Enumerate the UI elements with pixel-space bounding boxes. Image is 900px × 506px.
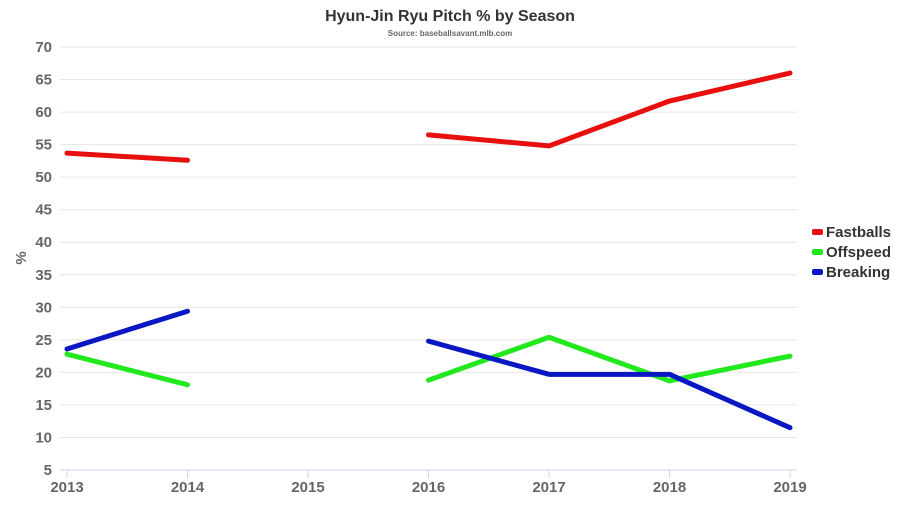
- legend-item-fastballs[interactable]: Fastballs: [826, 224, 891, 241]
- legend-item-breaking[interactable]: Breaking: [826, 264, 890, 281]
- y-tick-label: 40: [35, 234, 52, 251]
- y-tick-label: 30: [35, 299, 52, 316]
- y-tick-label: 50: [35, 169, 52, 186]
- y-tick-label: 65: [35, 72, 52, 89]
- chart-title: Hyun-Jin Ryu Pitch % by Season: [325, 8, 575, 25]
- y-tick-label: 25: [35, 332, 52, 349]
- x-tick-label: 2015: [291, 479, 324, 496]
- series-line-fastballs: [64, 70, 793, 163]
- chart-subtitle: Source: baseballsavant.mlb.com: [388, 29, 513, 38]
- x-tick-label: 2016: [412, 479, 445, 496]
- series-line-breaking: [64, 308, 793, 431]
- y-tick-label: 70: [35, 39, 52, 56]
- legend-swatch: [812, 269, 823, 275]
- y-tick-label: 35: [35, 267, 52, 284]
- y-tick-label: 15: [35, 397, 52, 414]
- x-tick-label: 2019: [773, 479, 806, 496]
- x-tick-label: 2017: [532, 479, 565, 496]
- y-tick-label: 60: [35, 104, 52, 121]
- x-tick-label: 2014: [171, 479, 205, 496]
- y-tick-label: 45: [35, 202, 52, 219]
- y-tick-label: 20: [35, 364, 52, 381]
- y-tick-label: 55: [35, 137, 52, 154]
- y-tick-label: 10: [35, 429, 52, 446]
- x-tick-label: 2013: [50, 479, 83, 496]
- legend-item-offspeed[interactable]: Offspeed: [826, 244, 891, 261]
- y-axis-label: %: [13, 251, 30, 264]
- legend-swatch: [812, 229, 823, 235]
- legend-swatch: [812, 249, 823, 255]
- y-tick-label: 5: [44, 462, 52, 479]
- x-tick-label: 2018: [653, 479, 686, 496]
